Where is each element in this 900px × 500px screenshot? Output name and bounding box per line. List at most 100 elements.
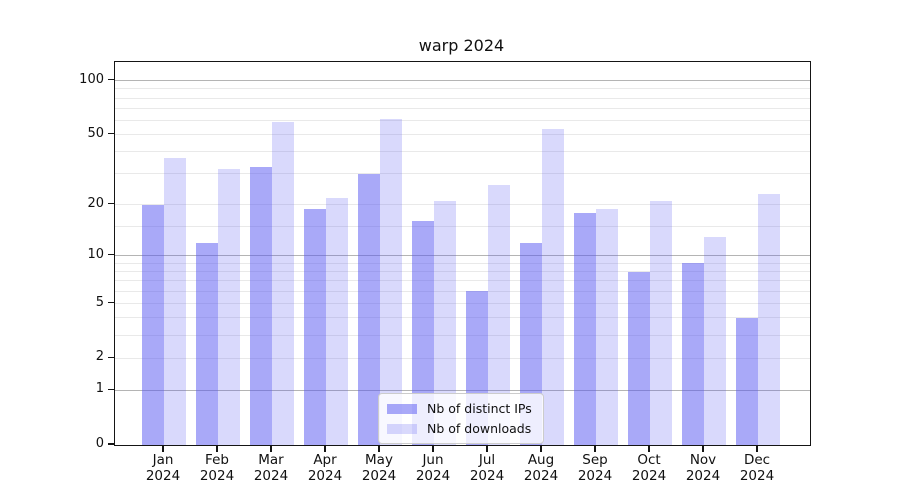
x-tick-mark — [162, 446, 164, 452]
gridline-minor — [115, 120, 810, 121]
gridline-major — [115, 255, 810, 257]
y-tick-mark — [108, 443, 114, 445]
chart-title: warp 2024 — [418, 36, 505, 55]
x-tick-label: May 2024 — [349, 452, 409, 484]
x-tick-month: Aug — [527, 452, 555, 468]
y-tick-label: 2 — [95, 349, 104, 365]
legend-row-distinct-ips: Nb of distinct IPs — [387, 401, 534, 416]
x-tick-year: 2024 — [199, 467, 235, 484]
gridline-major — [115, 389, 810, 391]
x-tick-year: 2024 — [469, 467, 505, 484]
gridline-minor — [115, 108, 810, 110]
bar-distinct-ips — [628, 271, 650, 445]
gridline-minor — [115, 225, 810, 227]
plot-area — [114, 61, 811, 446]
x-tick-month: Jun — [422, 452, 444, 468]
legend: Nb of distinct IPs Nb of downloads — [378, 393, 544, 444]
y-tick-label: 100 — [79, 71, 104, 87]
x-tick-label: Jan 2024 — [133, 452, 193, 484]
legend-swatch-downloads — [387, 423, 417, 434]
bar-downloads — [272, 121, 294, 445]
bar-distinct-ips — [358, 173, 380, 445]
bar-downloads — [704, 236, 726, 445]
gridline-minor — [115, 280, 810, 282]
x-tick-label: Aug 2024 — [511, 452, 571, 484]
x-tick-month: Mar — [258, 452, 284, 468]
x-tick-label: Jun 2024 — [403, 452, 463, 484]
y-tick-label: 10 — [87, 246, 104, 262]
bar-downloads — [542, 128, 564, 445]
gridline-minor — [115, 204, 810, 206]
x-tick-year: 2024 — [685, 467, 721, 484]
gridline-minor — [115, 134, 810, 136]
bar-distinct-ips — [142, 204, 164, 445]
bar-distinct-ips — [250, 166, 272, 445]
x-tick-year: 2024 — [631, 467, 667, 484]
gridline-minor — [115, 151, 810, 153]
x-tick-month: Jan — [152, 452, 174, 468]
y-tick-mark — [108, 132, 114, 135]
x-tick-mark — [594, 446, 596, 452]
gridline-minor — [115, 173, 810, 175]
x-tick-label: Jul 2024 — [457, 452, 517, 484]
x-tick-month: Nov — [689, 452, 717, 468]
gridline-minor — [115, 317, 810, 319]
x-tick-year: 2024 — [253, 467, 289, 484]
bar-downloads — [218, 169, 240, 445]
bar-distinct-ips — [304, 208, 326, 445]
x-tick-year: 2024 — [523, 467, 559, 484]
y-tick-mark — [108, 356, 114, 359]
bar-downloads — [758, 194, 780, 445]
x-tick-label: Apr 2024 — [295, 452, 355, 484]
bar-distinct-ips — [574, 212, 596, 445]
x-tick-month: Feb — [205, 452, 229, 468]
bar-downloads — [596, 208, 618, 445]
bar-distinct-ips — [682, 263, 704, 445]
legend-label-downloads: Nb of downloads — [427, 421, 532, 436]
x-tick-mark — [648, 446, 650, 452]
legend-row-downloads: Nb of downloads — [387, 421, 534, 436]
x-tick-year: 2024 — [307, 467, 343, 484]
bar-downloads — [164, 157, 186, 445]
x-tick-label: Sep 2024 — [565, 452, 625, 484]
legend-label-distinct-ips: Nb of distinct IPs — [427, 401, 532, 416]
gridline-minor — [115, 97, 810, 99]
x-tick-year: 2024 — [739, 467, 775, 484]
x-tick-mark — [378, 446, 380, 452]
x-tick-month: Dec — [743, 452, 771, 468]
bar-downloads — [434, 201, 456, 445]
gridline-minor — [115, 303, 810, 305]
gridline-minor — [115, 88, 810, 90]
y-tick-mark — [108, 388, 114, 391]
x-tick-mark — [486, 446, 488, 452]
x-tick-month: Jul — [478, 452, 496, 468]
x-tick-year: 2024 — [577, 467, 613, 484]
x-tick-mark — [216, 446, 218, 452]
x-tick-month: Apr — [313, 452, 337, 468]
x-tick-mark — [270, 446, 272, 452]
y-tick-label: 0 — [95, 436, 104, 451]
bar-downloads — [488, 184, 510, 445]
x-tick-year: 2024 — [145, 467, 181, 484]
y-tick-label: 5 — [95, 294, 104, 310]
x-tick-label: Oct 2024 — [619, 452, 679, 484]
bar-distinct-ips — [196, 242, 218, 445]
bar-downloads — [650, 201, 672, 445]
y-tick-mark — [108, 301, 114, 304]
y-tick-mark — [108, 253, 114, 256]
x-tick-month: May — [365, 452, 393, 468]
x-tick-year: 2024 — [415, 467, 451, 484]
legend-swatch-distinct-ips — [387, 403, 417, 414]
gridline-minor — [115, 262, 810, 264]
x-tick-year: 2024 — [361, 467, 397, 484]
y-tick-label: 20 — [87, 195, 104, 211]
gridline-major — [115, 80, 810, 82]
y-tick-label: 50 — [87, 125, 104, 141]
x-tick-label: Dec 2024 — [727, 452, 787, 484]
gridline-minor — [115, 290, 810, 292]
gridline-minor — [115, 271, 810, 273]
x-tick-label: Nov 2024 — [673, 452, 733, 484]
gridline-minor — [115, 357, 810, 359]
bar-downloads — [326, 197, 348, 445]
bar-downloads — [380, 119, 402, 445]
